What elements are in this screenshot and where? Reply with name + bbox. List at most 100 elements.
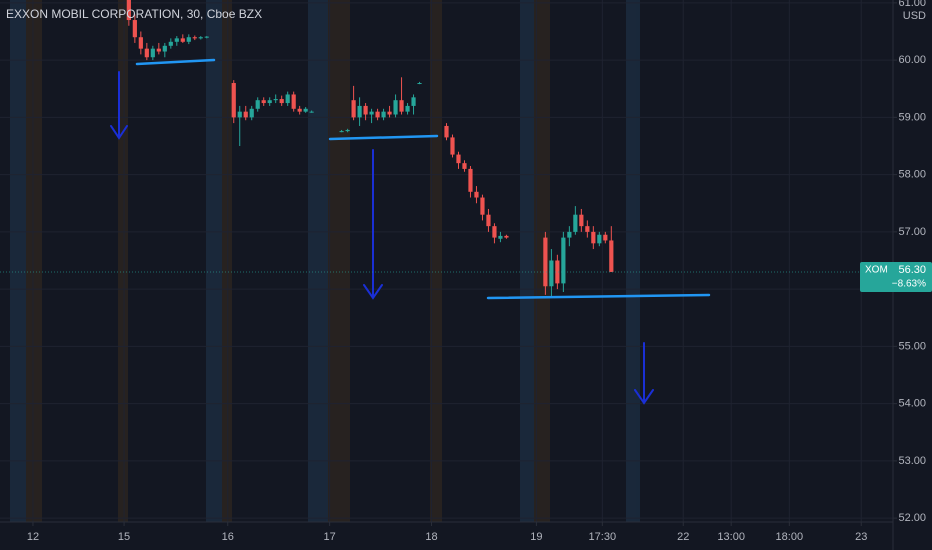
session-band — [118, 0, 128, 522]
x-tick-label: 12 — [27, 531, 39, 543]
candle-body — [486, 214, 491, 227]
candle-body — [498, 235, 503, 239]
candle-body — [543, 237, 548, 287]
candle-body — [549, 260, 554, 287]
candle-body — [504, 235, 509, 238]
x-tick-label: 18:00 — [776, 531, 804, 543]
support-line — [135, 58, 216, 66]
support-line — [486, 293, 711, 300]
candle-body — [237, 111, 242, 118]
candle-body — [291, 94, 296, 109]
down-arrow — [110, 71, 128, 140]
drawings — [110, 58, 711, 405]
candle-body — [255, 100, 260, 109]
x-tick-label: 15 — [118, 531, 130, 543]
candle-body — [198, 37, 203, 39]
candle-body — [363, 105, 368, 115]
down-arrow — [363, 149, 383, 300]
price-tag — [860, 261, 932, 292]
candle-body — [603, 234, 608, 241]
candle-body — [339, 131, 344, 133]
candle-body — [138, 37, 143, 49]
candle-body — [279, 99, 284, 104]
session-band — [534, 0, 550, 522]
y-tick-label: 57.00 — [898, 226, 926, 238]
candle-body — [285, 94, 290, 104]
candle-body — [126, 0, 131, 21]
candle-body — [303, 108, 308, 112]
candle-body — [474, 191, 479, 198]
candle-body — [297, 108, 302, 112]
candle-body — [417, 83, 422, 85]
last-price-label: 56.30 — [898, 264, 926, 276]
candle-body — [162, 45, 167, 52]
candle-body — [267, 100, 272, 104]
candle-body — [168, 41, 173, 46]
candle-body — [381, 111, 386, 118]
candle-body — [243, 111, 248, 118]
candle-body — [450, 137, 455, 155]
candles — [126, 0, 614, 298]
support-line — [328, 134, 439, 141]
candle-body — [585, 226, 590, 232]
candle-body — [309, 111, 314, 113]
candle-body — [132, 20, 137, 38]
x-tick-label: 19 — [530, 531, 542, 543]
candle-body — [609, 240, 614, 272]
y-tick-label: 54.00 — [898, 398, 926, 410]
session-band — [206, 0, 222, 522]
candle-body — [231, 83, 236, 118]
candle-body — [480, 197, 485, 215]
symbol-label: XOM — [865, 265, 888, 276]
session-band — [26, 0, 42, 522]
x-tick-label: 17:30 — [589, 531, 617, 543]
x-tick-label: 16 — [222, 531, 234, 543]
candle-body — [567, 231, 572, 238]
axes: 52.0053.0054.0055.0056.0057.0058.0059.00… — [27, 0, 926, 543]
candle-body — [144, 48, 149, 58]
candle-body — [357, 105, 362, 118]
candle-body — [579, 214, 584, 227]
session-band — [10, 0, 26, 522]
session-bands — [10, 0, 640, 522]
session-band — [626, 0, 640, 522]
candle-body — [468, 168, 473, 192]
candle-body — [249, 108, 254, 118]
candle-body — [555, 260, 560, 284]
session-band — [222, 0, 232, 522]
candle-body — [261, 100, 266, 104]
candle-body — [192, 37, 197, 39]
candle-body — [411, 97, 416, 106]
candle-body — [591, 231, 596, 244]
y-tick-label: 61.00 — [898, 0, 926, 9]
candle-body — [573, 214, 578, 232]
y-tick-label: 59.00 — [898, 111, 926, 123]
candle-body — [150, 48, 155, 58]
candle-body — [351, 100, 356, 118]
x-tick-label: 23 — [855, 531, 867, 543]
x-tick-label: 22 — [677, 531, 689, 543]
candle-body — [399, 100, 404, 112]
candle-body — [444, 125, 449, 138]
session-band — [328, 0, 350, 522]
candle-body — [345, 129, 350, 132]
candle-body — [492, 226, 497, 238]
candle-body — [405, 105, 410, 112]
session-band — [430, 0, 442, 522]
session-band — [520, 0, 534, 522]
x-tick-label: 17 — [324, 531, 336, 543]
candle-body — [180, 38, 185, 42]
x-tick-label: 18 — [425, 531, 437, 543]
candle-body — [186, 37, 191, 42]
candle-body — [456, 154, 461, 164]
candle-body — [369, 111, 374, 115]
down-arrow — [634, 342, 654, 405]
x-tick-label: 13:00 — [717, 531, 745, 543]
candle-body — [387, 111, 392, 115]
currency-label: USD — [903, 10, 926, 22]
candle-body — [561, 237, 566, 284]
session-band — [308, 0, 328, 522]
candle-body — [375, 111, 380, 118]
